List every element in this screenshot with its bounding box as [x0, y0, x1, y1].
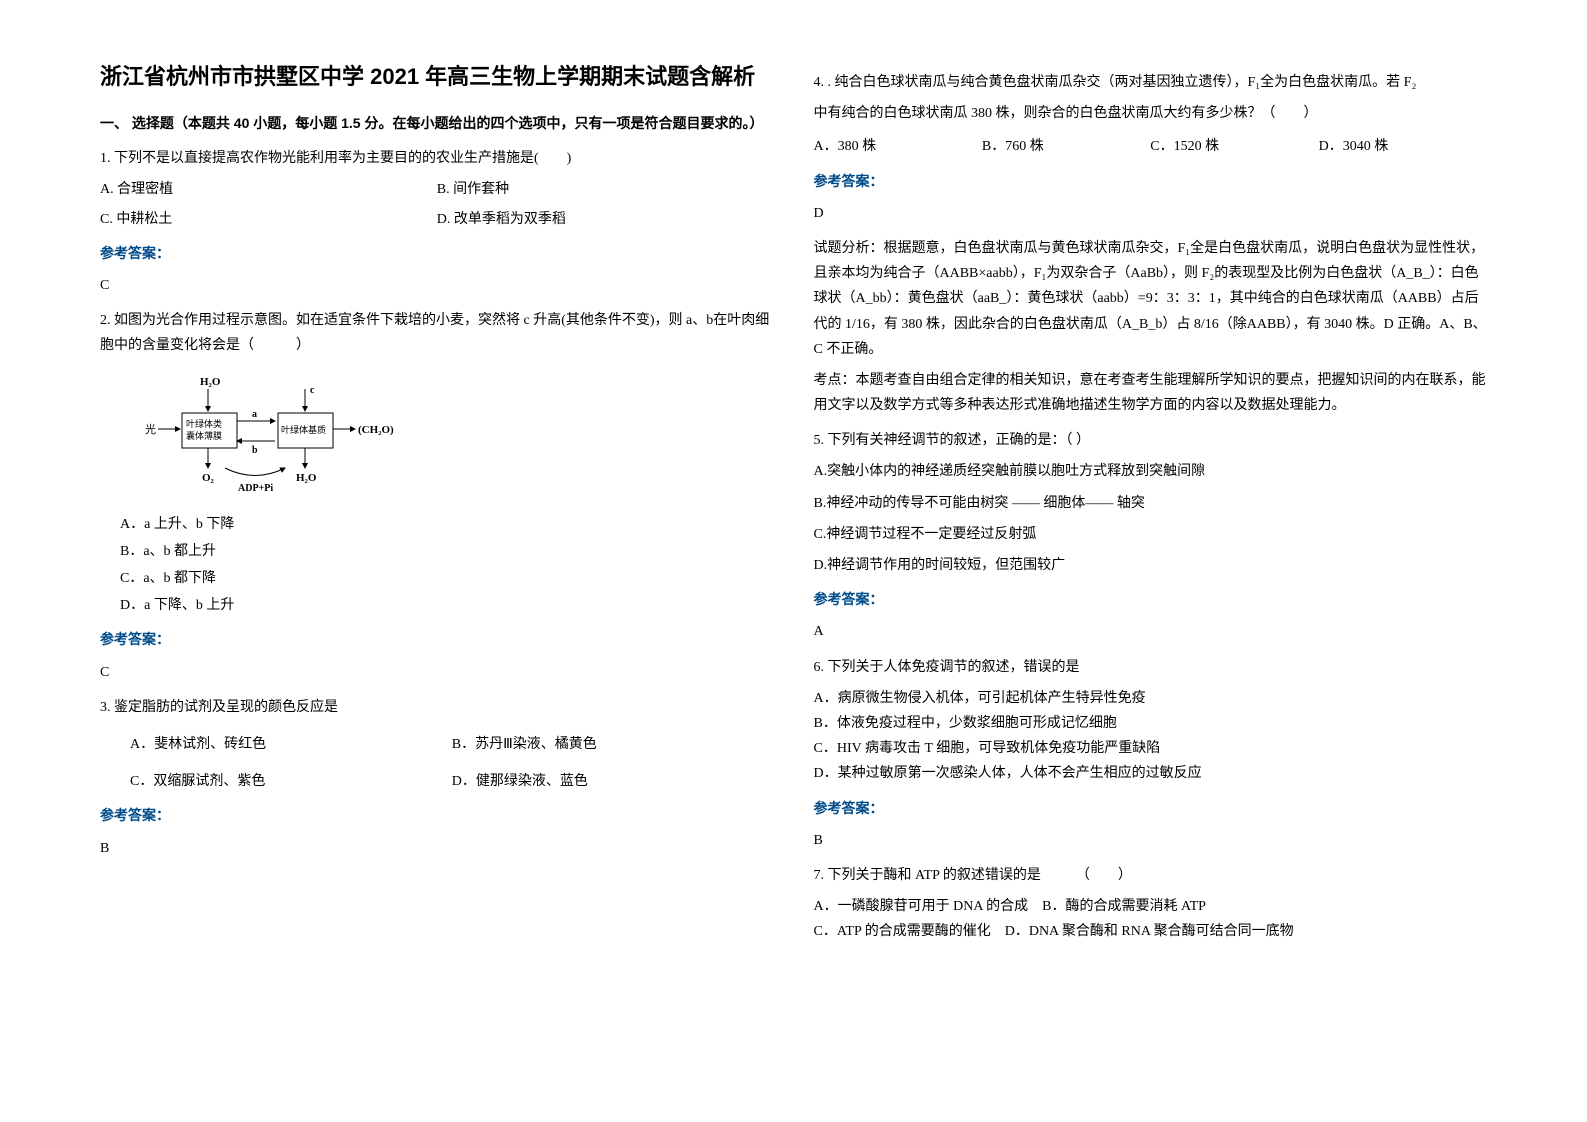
diagram-membrane1: 叶绿体类: [186, 418, 222, 429]
diagram-o2: O₂: [202, 472, 215, 484]
answer-label: 参考答案：: [100, 242, 774, 267]
diagram-b: b: [252, 445, 258, 456]
diagram-h2o-r: H₂O: [296, 472, 317, 484]
q5-optA: A.突触小体内的神经递质经突触前膜以胞吐方式释放到突触间隙: [814, 459, 1488, 484]
q5-stem: 5. 下列有关神经调节的叙述，正确的是：（ ）: [814, 428, 1488, 453]
q4-optC: C．1520 株: [1150, 134, 1318, 159]
q3-optA: A．斐林试剂、砖红色: [130, 732, 452, 757]
q3-stem: 3. 鉴定脂肪的试剂及呈现的颜色反应是: [100, 695, 774, 720]
q3-optD: D．健那绿染液、蓝色: [452, 769, 774, 794]
answer-label: 参考答案：: [100, 804, 774, 829]
diagram-ch2o: (CH₂O): [358, 424, 394, 436]
q2-optA: A．a 上升、b 下降: [120, 512, 774, 537]
q2-stem: 2. 如图为光合作用过程示意图。如在适宜条件下栽培的小麦，突然将 c 升高(其他…: [100, 308, 774, 358]
diagram-adp: ADP+Pi: [238, 483, 273, 493]
diagram-a: a: [252, 409, 257, 420]
diagram-light: 光: [145, 422, 156, 436]
q1-stem: 1. 下列不是以直接提高农作物光能利用率为主要目的的农业生产措施是( ): [100, 146, 774, 171]
photosynthesis-diagram: 光 H₂O 叶绿体类 囊体薄膜 a b 叶绿体基质 c (CH₂O): [140, 373, 400, 493]
diagram-membrane2: 囊体薄膜: [186, 430, 222, 441]
q4-optD: D．3040 株: [1319, 134, 1487, 159]
q4-answer: D: [814, 201, 1488, 226]
q4-optA: A．380 株: [814, 134, 982, 159]
q1-answer: C: [100, 273, 774, 298]
q4-optB: B．760 株: [982, 134, 1150, 159]
q3-answer: B: [100, 836, 774, 861]
section-header: 一、 选择题（本题共 40 小题，每小题 1.5 分。在每小题给出的四个选项中，…: [100, 111, 774, 136]
diagram-h2o: H₂O: [200, 376, 221, 388]
q6-stem: 6. 下列关于人体免疫调节的叙述，错误的是: [814, 655, 1488, 680]
q3-optC: C．双缩脲试剂、紫色: [130, 769, 452, 794]
q1-optB: B. 间作套种: [437, 177, 774, 202]
question-6: 6. 下列关于人体免疫调节的叙述，错误的是 A．病原微生物侵入机体，可引起机体产…: [814, 655, 1488, 853]
diagram-stroma: 叶绿体基质: [281, 424, 326, 435]
q4-analysis2: 考点：本题考查自由组合定律的相关知识，意在考查考生能理解所学知识的要点，把握知识…: [814, 368, 1488, 418]
q6-optB: B．体液免疫过程中，少数浆细胞可形成记忆细胞: [814, 711, 1488, 736]
q6-answer: B: [814, 828, 1488, 853]
q7-stem: 7. 下列关于酶和 ATP 的叙述错误的是 （ ）: [814, 863, 1488, 888]
q5-optC: C.神经调节过程不一定要经过反射弧: [814, 522, 1488, 547]
q4-analysis1: 试题分析：根据题意，白色盘状南瓜与黄色球状南瓜杂交，F₁全是白色盘状南瓜，说明白…: [814, 236, 1488, 362]
q7-optC: C．ATP 的合成需要酶的催化: [814, 924, 991, 939]
q5-optB: B.神经冲动的传导不可能由树突 —— 细胞体—— 轴突: [814, 491, 1488, 516]
answer-label: 参考答案：: [814, 797, 1488, 822]
q2-optD: D．a 下降、b 上升: [120, 593, 774, 618]
diagram-c: c: [310, 385, 315, 396]
answer-label: 参考答案：: [814, 170, 1488, 195]
q2-optB: B．a、b 都上升: [120, 539, 774, 564]
question-1: 1. 下列不是以直接提高农作物光能利用率为主要目的的农业生产措施是( ) A. …: [100, 146, 774, 298]
q1-optA: A. 合理密植: [100, 177, 437, 202]
q2-answer: C: [100, 660, 774, 685]
q7-optB: B．酶的合成需要消耗 ATP: [1042, 899, 1206, 914]
q7-optD: D．DNA 聚合酶和 RNA 聚合酶可结合同一底物: [1005, 924, 1294, 939]
q1-optC: C. 中耕松土: [100, 207, 437, 232]
question-5: 5. 下列有关神经调节的叙述，正确的是：（ ） A.突触小体内的神经递质经突触前…: [814, 428, 1488, 644]
q7-optA: A．一磷酸腺苷可用于 DNA 的合成: [814, 899, 1029, 914]
q6-optD: D．某种过敏原第一次感染人体，人体不会产生相应的过敏反应: [814, 761, 1488, 786]
question-2: 2. 如图为光合作用过程示意图。如在适宜条件下栽培的小麦，突然将 c 升高(其他…: [100, 308, 774, 685]
q2-optC: C．a、b 都下降: [120, 566, 774, 591]
q6-optC: C．HIV 病毒攻击 T 细胞，可导致机体免疫功能严重缺陷: [814, 736, 1488, 761]
q5-answer: A: [814, 619, 1488, 644]
answer-label: 参考答案：: [814, 588, 1488, 613]
question-7: 7. 下列关于酶和 ATP 的叙述错误的是 （ ） A．一磷酸腺苷可用于 DNA…: [814, 863, 1488, 945]
question-4: 4. . 纯合白色球状南瓜与纯合黄色盘状南瓜杂交（两对基因独立遗传），F₁全为白…: [814, 70, 1488, 418]
answer-label: 参考答案：: [100, 628, 774, 653]
q6-optA: A．病原微生物侵入机体，可引起机体产生特异性免疫: [814, 686, 1488, 711]
q1-optD: D. 改单季稻为双季稻: [437, 207, 774, 232]
q3-optB: B．苏丹Ⅲ染液、橘黄色: [452, 732, 774, 757]
page-title: 浙江省杭州市市拱墅区中学 2021 年高三生物上学期期末试题含解析: [100, 60, 774, 93]
question-3: 3. 鉴定脂肪的试剂及呈现的颜色反应是 A．斐林试剂、砖红色 B．苏丹Ⅲ染液、橘…: [100, 695, 774, 861]
q4-stem2: 中有纯合的白色球状南瓜 380 株，则杂合的白色盘状南瓜大约有多少株？（ ）: [814, 101, 1488, 126]
q5-optD: D.神经调节作用的时间较短，但范围较广: [814, 553, 1488, 578]
q4-stem1: 4. . 纯合白色球状南瓜与纯合黄色盘状南瓜杂交（两对基因独立遗传），F₁全为白…: [814, 70, 1488, 95]
